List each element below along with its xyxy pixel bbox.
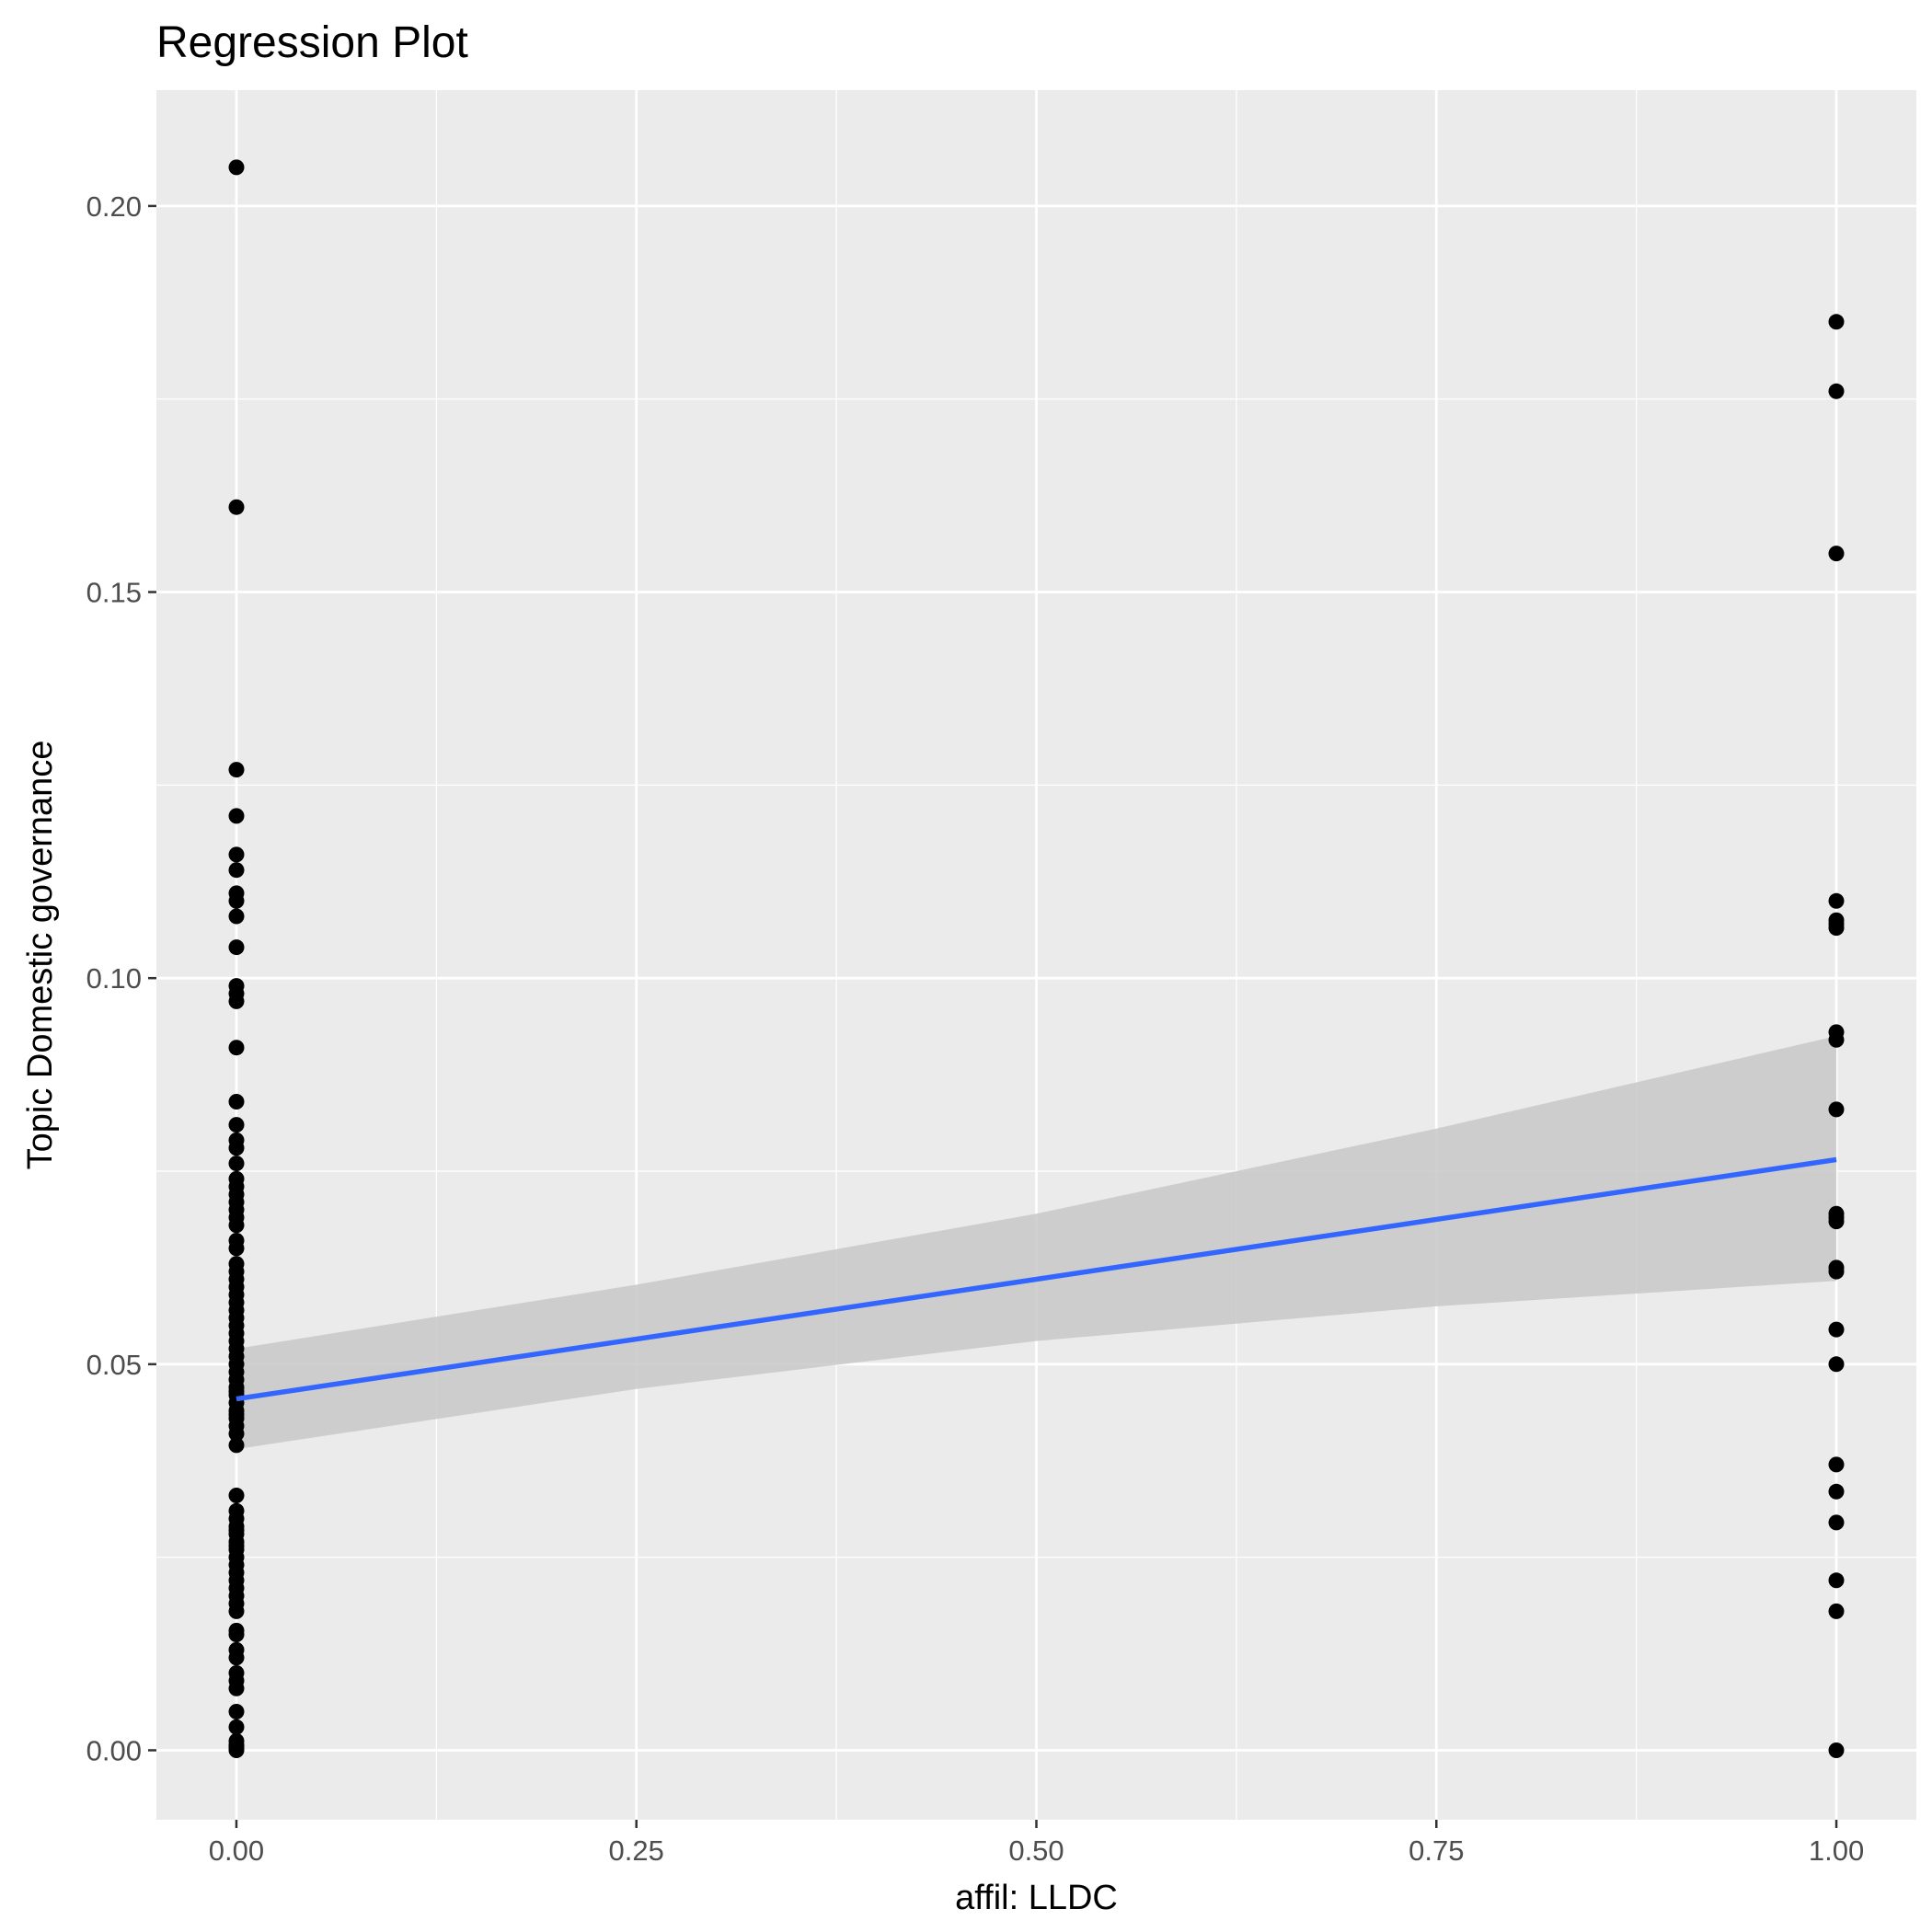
data-point bbox=[228, 1040, 245, 1056]
y-tick-label: 0.10 bbox=[86, 962, 142, 995]
data-point bbox=[228, 159, 245, 176]
data-point bbox=[1828, 314, 1845, 330]
y-tick-label: 0.15 bbox=[86, 577, 142, 609]
data-point bbox=[228, 1217, 245, 1234]
data-point bbox=[228, 939, 245, 956]
data-point bbox=[228, 1627, 245, 1643]
data-point bbox=[1828, 1031, 1845, 1048]
y-axis-ticks: 0.00 0.05 0.10 0.15 0.20 bbox=[86, 190, 156, 1766]
data-point bbox=[228, 908, 245, 925]
confidence-band-layer bbox=[236, 1036, 1836, 1450]
data-point bbox=[1828, 383, 1845, 399]
confidence-band bbox=[236, 1036, 1836, 1450]
data-point bbox=[228, 892, 245, 909]
regression-line bbox=[236, 1156, 1837, 1402]
data-point bbox=[228, 1383, 245, 1399]
x-tick-label: 0.50 bbox=[1008, 1834, 1064, 1867]
data-point bbox=[228, 846, 245, 863]
data-point bbox=[228, 1117, 245, 1133]
data-point bbox=[1828, 892, 1845, 909]
y-axis-title: Topic Domestic governance bbox=[21, 741, 60, 1170]
data-point bbox=[228, 499, 245, 515]
x-axis-ticks: 0.00 0.25 0.50 0.75 1.00 bbox=[209, 1820, 1864, 1867]
data-point bbox=[228, 1094, 245, 1110]
data-point bbox=[1828, 1742, 1845, 1758]
major-gridlines bbox=[156, 90, 1916, 1820]
data-point bbox=[228, 1680, 245, 1696]
data-point bbox=[228, 1719, 245, 1735]
data-point bbox=[1828, 1603, 1845, 1619]
data-point bbox=[228, 1572, 245, 1589]
x-tick-label: 1.00 bbox=[1809, 1834, 1864, 1867]
data-point bbox=[1828, 1263, 1845, 1280]
data-point bbox=[1828, 1572, 1845, 1589]
data-point bbox=[228, 1140, 245, 1156]
data-point bbox=[228, 762, 245, 778]
x-tick-label: 0.75 bbox=[1409, 1834, 1464, 1867]
data-point bbox=[228, 808, 245, 824]
data-point bbox=[228, 1522, 245, 1538]
data-point bbox=[228, 1641, 245, 1658]
data-point bbox=[1828, 1356, 1845, 1373]
data-point bbox=[228, 1732, 245, 1749]
data-point bbox=[1828, 1321, 1845, 1338]
data-point bbox=[228, 1240, 245, 1257]
data-point bbox=[1828, 1213, 1845, 1230]
scatter-points-layer bbox=[228, 159, 1845, 1758]
data-point bbox=[228, 993, 245, 1009]
y-tick-label: 0.20 bbox=[86, 190, 142, 223]
data-point bbox=[228, 1156, 245, 1172]
data-point bbox=[228, 1406, 245, 1422]
data-point bbox=[228, 1537, 245, 1554]
chart-title: Regression Plot bbox=[156, 18, 468, 67]
data-point bbox=[228, 1704, 245, 1719]
data-point bbox=[228, 1425, 245, 1442]
x-axis-title: affil: LLDC bbox=[955, 1879, 1118, 1917]
data-point bbox=[228, 862, 245, 879]
y-tick-label: 0.00 bbox=[86, 1734, 142, 1766]
data-point bbox=[1828, 546, 1845, 562]
regression-line-layer bbox=[236, 1156, 1837, 1402]
data-point bbox=[228, 1488, 245, 1503]
x-tick-label: 0.00 bbox=[209, 1834, 264, 1867]
data-point bbox=[228, 1437, 245, 1454]
data-point bbox=[1828, 1514, 1845, 1531]
y-tick-label: 0.05 bbox=[86, 1349, 142, 1381]
data-point bbox=[1828, 1483, 1845, 1500]
data-point bbox=[228, 1603, 245, 1619]
data-point bbox=[1828, 1101, 1845, 1118]
x-tick-label: 0.25 bbox=[609, 1834, 664, 1867]
data-point bbox=[1828, 1456, 1845, 1473]
data-point bbox=[1828, 920, 1845, 937]
